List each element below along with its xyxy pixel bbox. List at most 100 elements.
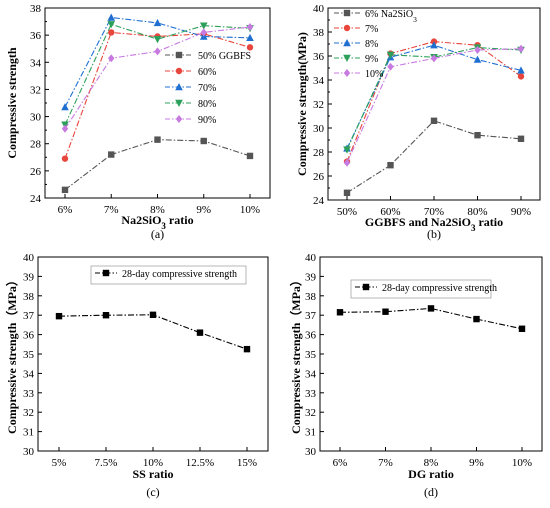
legend-label: 28-day compressive strength xyxy=(382,283,497,294)
data-point xyxy=(517,73,525,80)
y-tick-label: 24 xyxy=(30,193,42,205)
series-line xyxy=(346,47,522,150)
plot-frame xyxy=(37,256,269,452)
data-point xyxy=(108,54,115,63)
y-tick-label: 31 xyxy=(23,427,34,439)
y-tick-label: 35 xyxy=(305,349,317,361)
y-tick-label: 39 xyxy=(23,271,35,283)
y-tick-label: 24 xyxy=(313,195,325,207)
legend-marker xyxy=(362,283,370,291)
y-tick-label: 35 xyxy=(23,349,35,361)
legend-marker xyxy=(102,269,110,277)
y-tick-label: 26 xyxy=(30,166,42,178)
legend-label: 60% xyxy=(198,67,216,78)
x-tick-label: 80% xyxy=(467,206,487,218)
data-point xyxy=(154,47,161,56)
series-1 xyxy=(336,305,526,332)
data-point xyxy=(61,186,69,194)
legend-label: 70% xyxy=(198,83,216,94)
y-tick-label: 39 xyxy=(305,271,317,283)
y-tick-label: 36 xyxy=(30,30,42,42)
legend-marker xyxy=(175,99,183,107)
y-axis-label: Compressive strength（MPa） xyxy=(4,274,19,434)
x-tick-label: 8% xyxy=(150,204,165,216)
y-axis-label: Compressive strength（MPa） xyxy=(288,274,303,434)
series-line xyxy=(346,120,522,194)
legend-label: 8% xyxy=(365,39,378,50)
series-4 xyxy=(61,21,254,129)
data-point xyxy=(61,103,69,111)
data-point xyxy=(430,117,438,124)
x-tick-label: 7% xyxy=(378,457,393,469)
series-1 xyxy=(61,136,254,194)
x-tick-label: 90% xyxy=(511,206,531,218)
data-point xyxy=(196,329,204,336)
series-line xyxy=(64,23,251,125)
data-point xyxy=(55,312,63,320)
data-point xyxy=(153,36,162,44)
y-tick-label: 38 xyxy=(313,27,325,39)
legend-label: 10% xyxy=(365,69,383,80)
x-tick-label: 7.5% xyxy=(95,457,118,469)
y-tick-label: 30 xyxy=(30,112,42,124)
legend-label: 7% xyxy=(365,24,378,35)
y-axis-label: Compressive strength xyxy=(5,47,19,159)
data-point xyxy=(473,55,482,63)
y-tick-label: 32 xyxy=(30,84,41,96)
panel-caption: (a) xyxy=(151,227,164,241)
data-point xyxy=(474,132,481,139)
legend: 50% GGBFS 60% 70% 80% 90% xyxy=(165,51,251,126)
series-line xyxy=(64,16,251,108)
series-line xyxy=(346,48,522,164)
x-tick-label: 8% xyxy=(424,457,439,469)
x-tick-label: 7% xyxy=(104,204,119,216)
y-tick-label: 38 xyxy=(305,291,317,303)
x-axis-label: GGBFS and Na2SiO3 ratio xyxy=(365,215,503,233)
data-point xyxy=(474,46,481,54)
x-tick-label: 70% xyxy=(424,206,444,218)
data-point xyxy=(386,51,395,59)
data-point xyxy=(246,152,254,160)
data-point xyxy=(154,136,161,143)
legend-label: 50% GGBFS xyxy=(198,51,251,62)
y-tick-label: 28 xyxy=(30,139,42,151)
legend-box xyxy=(350,279,492,299)
legend-marker xyxy=(175,83,183,91)
y-tick-label: 34 xyxy=(23,368,35,380)
y-tick-label: 30 xyxy=(313,123,325,135)
y-tick-label: 33 xyxy=(305,388,317,400)
chart-2: 24 26 28 30 32 34 36 38 40 50% 60% 70% 80% 90% GGBFS a… xyxy=(295,3,541,241)
x-tick-label: 50% xyxy=(337,206,357,218)
data-point xyxy=(343,189,351,196)
y-tick-label: 32 xyxy=(313,99,324,111)
y-tick-label: 32 xyxy=(23,407,34,419)
data-point xyxy=(430,54,438,63)
data-point xyxy=(246,44,254,51)
y-tick-label: 40 xyxy=(313,3,325,15)
x-tick-label: 5% xyxy=(52,457,67,469)
data-point xyxy=(518,325,526,332)
legend-marker xyxy=(343,9,351,17)
y-tick-label: 36 xyxy=(313,51,325,63)
chart-3: 30 31 32 33 34 35 36 37 38 39 40 5% 7.5% 10% 12.5% 15% S… xyxy=(4,252,269,499)
x-axis-label: SS ratio xyxy=(132,467,173,481)
x-tick-label: 6% xyxy=(333,457,348,469)
panel-caption: (b) xyxy=(427,227,441,241)
y-tick-label: 28 xyxy=(313,147,325,159)
series-1 xyxy=(55,311,251,353)
plot-frame xyxy=(327,7,541,201)
chart-4: 30 31 32 33 34 35 36 37 38 39 40 6% 7% 8% 9% 10% DG rati… xyxy=(288,252,543,499)
data-point xyxy=(517,44,525,53)
legend-box xyxy=(90,265,247,285)
data-point xyxy=(387,162,394,169)
data-point xyxy=(343,146,351,154)
legend: 28-day compressive strength xyxy=(90,265,247,285)
data-point xyxy=(382,308,389,315)
data-point xyxy=(387,62,394,71)
y-tick-label: 31 xyxy=(305,427,316,439)
legend-label: 90% xyxy=(198,115,216,126)
panel-caption: (d) xyxy=(424,485,438,499)
data-point xyxy=(108,151,115,158)
y-tick-label: 26 xyxy=(313,171,325,183)
